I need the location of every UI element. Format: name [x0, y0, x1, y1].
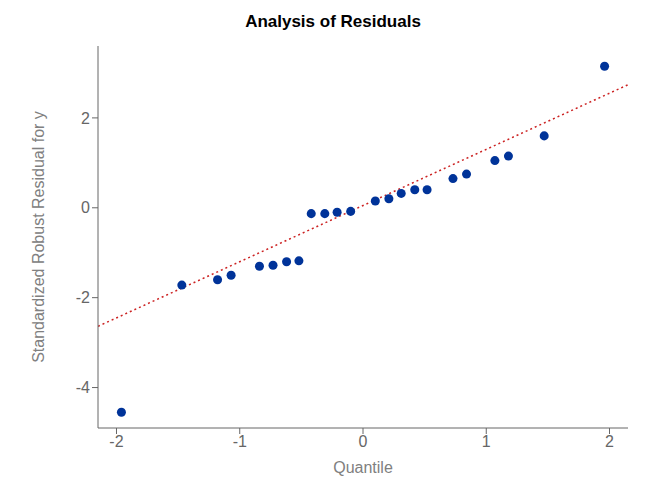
svg-text:1: 1: [482, 433, 491, 450]
svg-text:-2: -2: [109, 433, 123, 450]
svg-text:-1: -1: [233, 433, 247, 450]
svg-text:-4: -4: [76, 379, 90, 396]
svg-text:Quantile: Quantile: [333, 459, 393, 476]
svg-text:-2: -2: [76, 289, 90, 306]
html-text:Analysis of Residuals: Analysis of Residuals: [245, 12, 421, 31]
svg-text:0: 0: [359, 433, 368, 450]
svg-text:0: 0: [81, 199, 90, 216]
svg-text:2: 2: [81, 110, 90, 127]
svg-text:Standardized Robust Residual f: Standardized Robust Residual for y: [30, 111, 47, 363]
svg-text:2: 2: [605, 433, 614, 450]
